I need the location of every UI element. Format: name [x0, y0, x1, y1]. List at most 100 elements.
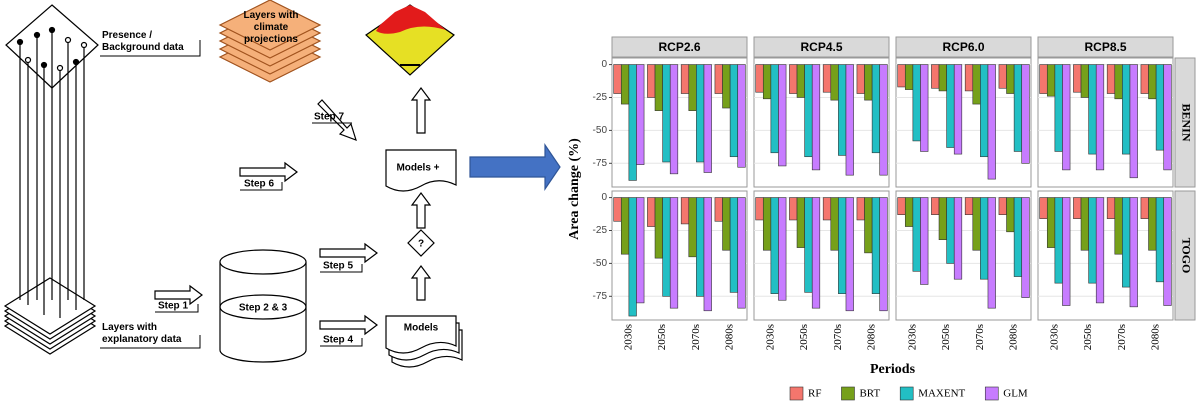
points: [16, 26, 88, 72]
bar: [856, 197, 865, 221]
bar: [822, 197, 832, 221]
bar: [838, 197, 847, 294]
strip: [753, 36, 890, 58]
x-tick-label: 2080s: [724, 324, 736, 350]
x-tick-label: 2080s: [1150, 324, 1162, 350]
bar: [688, 197, 697, 258]
bar: [879, 64, 888, 176]
bar: [938, 64, 947, 92]
bar: [811, 64, 821, 171]
x-tick-label: 2050s: [798, 324, 810, 350]
legend-swatch: [841, 386, 855, 401]
legend-swatch: [789, 386, 804, 401]
y-tick-label: -25: [593, 92, 608, 103]
bar: [931, 197, 940, 215]
x-axis-title: Periods: [870, 362, 916, 377]
bar: [696, 197, 705, 297]
text: Presence / Background data: [102, 30, 184, 53]
bar: [1013, 197, 1023, 277]
bar: [755, 64, 764, 93]
step4: Step 4: [323, 335, 353, 346]
y-tick-label: -50: [593, 258, 608, 269]
bar: [811, 197, 821, 309]
bar: [722, 64, 731, 109]
bar: [920, 64, 929, 152]
climate-label: Layers with climate projections: [243, 10, 298, 45]
faceted-bar-chart: RCP2.6 2030s 2050s 2070s 2080s RCP4.5 2030s 205…: [567, 36, 1196, 401]
bar: [845, 197, 854, 312]
bar: [987, 197, 996, 309]
bar: [1155, 197, 1165, 283]
arrows: [154, 87, 432, 336]
step7: Step 7: [314, 112, 344, 123]
bar: [1073, 64, 1082, 93]
row-label: TOGO: [1179, 238, 1193, 274]
bar: [998, 64, 1007, 89]
bar: [871, 197, 881, 294]
y-axis-title: Area change (%): [567, 138, 582, 240]
strip: [895, 36, 1032, 58]
bar: [1039, 197, 1048, 219]
bar: [912, 64, 921, 142]
x-tick-label: 2030s: [622, 324, 634, 350]
bar: [628, 64, 637, 181]
bar: [654, 197, 663, 259]
bar: [714, 64, 723, 94]
bar: [636, 64, 645, 165]
presence-layer: [5, 4, 99, 89]
bar: [1006, 64, 1015, 94]
bar: [912, 197, 921, 272]
bar: [1163, 64, 1172, 171]
bar: [980, 64, 989, 158]
bar: [1148, 64, 1157, 100]
bar: [620, 197, 630, 255]
point-lines: [19, 30, 85, 318]
bar: [931, 64, 940, 89]
bar: [1122, 197, 1131, 288]
bar: [1046, 197, 1056, 248]
bar: [669, 197, 679, 309]
x-tick-label: 2050s: [656, 324, 668, 350]
bar: [1039, 64, 1048, 94]
y-tick-label: -50: [593, 125, 608, 136]
bar: [920, 197, 929, 285]
column-label: RCP2.6: [658, 40, 700, 54]
bar: [822, 64, 832, 93]
bar: [953, 64, 963, 155]
bar: [620, 64, 630, 105]
step6: Step 6: [244, 179, 274, 190]
bar: [964, 64, 974, 92]
bar: [654, 64, 663, 111]
strip: [611, 36, 748, 58]
bar: [729, 64, 739, 158]
bar: [1129, 64, 1138, 179]
bar: [946, 64, 955, 148]
bar: [1046, 64, 1056, 97]
bar: [703, 64, 712, 173]
bar: [755, 197, 764, 221]
bar: [613, 64, 622, 94]
bar: [964, 197, 974, 215]
bar: [669, 64, 679, 175]
bar: [904, 197, 914, 227]
bar: [1088, 64, 1097, 155]
bar: [953, 197, 963, 280]
bar: [1140, 64, 1149, 94]
bar: [796, 64, 805, 98]
bar: [897, 64, 906, 88]
bar: [680, 197, 690, 225]
bar: [904, 64, 914, 90]
bar: [1155, 64, 1165, 151]
bar: [613, 197, 622, 222]
bar: [778, 197, 787, 301]
bar: [722, 197, 731, 251]
bar: [804, 64, 813, 158]
row-label: BENIN: [1179, 103, 1193, 141]
explanatory-label: Layers with explanatory data: [102, 322, 181, 345]
bar: [838, 64, 847, 156]
bar: [897, 197, 906, 215]
bar: [714, 197, 723, 222]
models-plus: Models +: [396, 163, 439, 174]
bar: [1073, 197, 1082, 219]
x-tick-label: 2070s: [974, 324, 986, 350]
